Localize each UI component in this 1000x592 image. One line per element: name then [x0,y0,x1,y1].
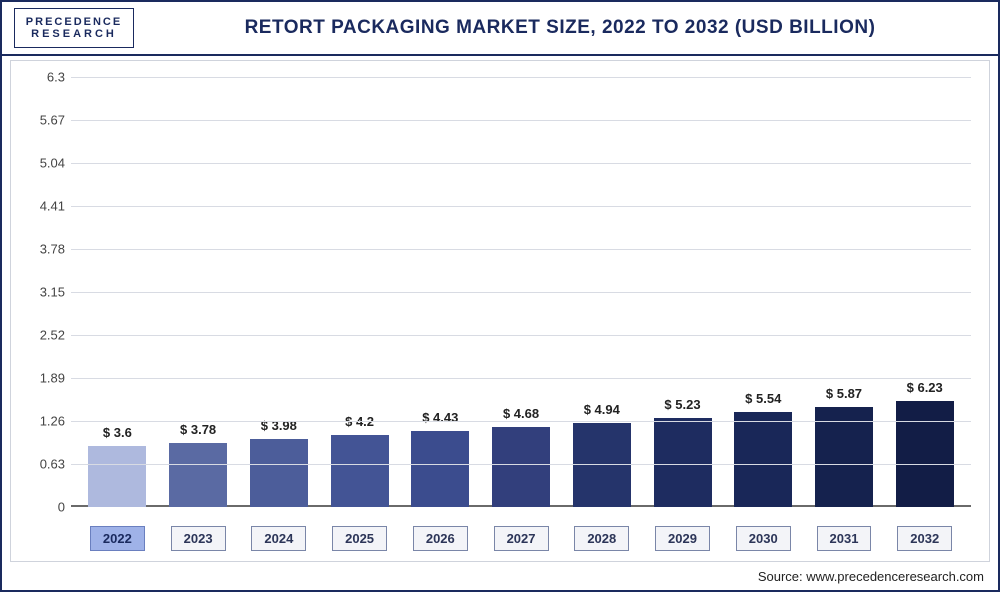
x-label-wrap: 2024 [238,526,319,551]
y-tick-label: 2.52 [23,328,65,343]
logo-line2: RESEARCH [31,28,117,40]
x-axis-category: 2026 [413,526,468,551]
grid-line [71,120,971,121]
y-tick-label: 5.04 [23,156,65,171]
grid-line [71,335,971,336]
x-axis-category: 2028 [574,526,629,551]
x-axis-category: 2023 [171,526,226,551]
x-label-wrap: 2030 [723,526,804,551]
grid-line [71,77,971,78]
x-label-wrap: 2031 [804,526,885,551]
plot-area: $ 3.6$ 3.78$ 3.98$ 4.2$ 4.43$ 4.68$ 4.94… [71,77,971,507]
source-text: Source: www.precedenceresearch.com [758,569,984,584]
bar [331,435,389,507]
bar [169,443,227,508]
y-tick-label: 6.3 [23,70,65,85]
bar-value-label: $ 4.68 [503,406,539,421]
x-axis-category: 2022 [90,526,145,551]
y-tick-label: 1.26 [23,414,65,429]
x-axis-category: 2027 [494,526,549,551]
bar [492,427,550,507]
chart-container: PRECEDENCE RESEARCH RETORT PACKAGING MAR… [0,0,1000,592]
brand-logo: PRECEDENCE RESEARCH [14,8,134,48]
x-axis-category: 2032 [897,526,952,551]
grid-line [71,163,971,164]
bar [250,439,308,507]
x-axis-category: 2030 [736,526,791,551]
grid-line [71,464,971,465]
y-tick-label: 0 [23,500,65,515]
x-label-wrap: 2023 [158,526,239,551]
y-tick-label: 3.78 [23,242,65,257]
y-tick-label: 1.89 [23,371,65,386]
x-axis-labels: 2022 2023 2024 2025 2026 2027 2028 2029 2030 2031… [71,526,971,551]
x-label-wrap: 2029 [642,526,723,551]
bar-value-label: $ 6.23 [907,380,943,395]
x-axis-category: 2029 [655,526,710,551]
bar [896,401,954,507]
x-label-wrap: 2032 [884,526,965,551]
header: PRECEDENCE RESEARCH RETORT PACKAGING MAR… [2,2,998,56]
bar-value-label: $ 5.23 [664,397,700,412]
bar [654,418,712,507]
bar-value-label: $ 3.78 [180,422,216,437]
y-tick-label: 4.41 [23,199,65,214]
x-axis-category: 2024 [251,526,306,551]
logo-line1: PRECEDENCE [26,16,122,28]
grid-line [71,292,971,293]
bar [411,431,469,507]
bar-value-label: $ 3.6 [103,425,132,440]
bar-value-label: $ 4.94 [584,402,620,417]
bar-value-label: $ 5.54 [745,391,781,406]
x-label-wrap: 2026 [400,526,481,551]
bar [88,446,146,507]
bar-value-label: $ 5.87 [826,386,862,401]
x-label-wrap: 2027 [481,526,562,551]
grid-line [71,378,971,379]
chart-title: RETORT PACKAGING MARKET SIZE, 2022 TO 20… [134,17,986,39]
x-axis-category: 2025 [332,526,387,551]
grid-line [71,421,971,422]
y-tick-label: 3.15 [23,285,65,300]
x-label-wrap: 2022 [77,526,158,551]
grid-line [71,249,971,250]
y-tick-label: 0.63 [23,457,65,472]
x-label-wrap: 2028 [561,526,642,551]
y-tick-label: 5.67 [23,113,65,128]
bar-value-label: $ 4.43 [422,410,458,425]
chart-area: $ 3.6$ 3.78$ 3.98$ 4.2$ 4.43$ 4.68$ 4.94… [10,60,990,562]
bar [734,412,792,507]
grid-line [71,206,971,207]
x-label-wrap: 2025 [319,526,400,551]
x-axis-category: 2031 [817,526,872,551]
